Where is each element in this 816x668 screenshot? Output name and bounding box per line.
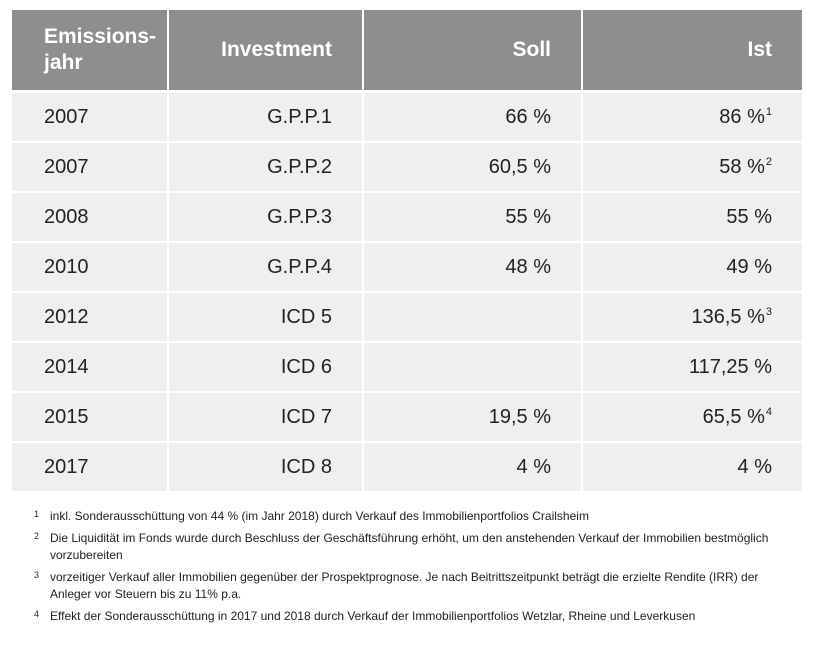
cell-soll: 60,5 %	[364, 141, 583, 191]
table-row: 2017 ICD 8 4 % 4 %	[12, 441, 802, 491]
cell-ist: 4 %	[583, 441, 802, 491]
table-body: 2007 G.P.P.1 66 % 86 %1 2007 G.P.P.2 60,5 % 58 …	[12, 90, 802, 491]
cell-soll-value: 66 %	[505, 105, 551, 128]
cell-soll-value: 48 %	[505, 255, 551, 278]
cell-investment-value: G.P.P.4	[267, 255, 332, 278]
cell-investment: ICD 8	[169, 441, 364, 491]
cell-ist-value: 55 %	[726, 205, 772, 228]
table-row: 2008 G.P.P.3 55 % 55 %	[12, 191, 802, 241]
cell-year-value: 2012	[44, 305, 89, 328]
footnote-item: 2 Die Liquidität im Fonds wurde durch Bes…	[34, 530, 794, 564]
emissions-table: Emissions- jahr Investment Soll Ist 2007…	[12, 10, 802, 491]
table-row: 2007 G.P.P.2 60,5 % 58 %2	[12, 141, 802, 191]
cell-year-value: 2015	[44, 405, 89, 428]
footnote-text: inkl. Sonderausschüttung von 44 % (im Ja…	[50, 509, 589, 523]
cell-year: 2012	[12, 291, 169, 341]
cell-investment-value: ICD 6	[280, 355, 332, 378]
footnote-item: 1 inkl. Sonderausschüttung von 44 % (im J…	[34, 508, 794, 525]
cell-ist: 86 %1	[583, 90, 802, 141]
footnote-item: 3 vorzeitiger Verkauf aller Immobilien ge…	[34, 569, 794, 603]
footnote-text: Die Liquidität im Fonds wurde durch Besc…	[50, 531, 769, 562]
cell-ist: 117,25 %	[583, 341, 802, 391]
footnote-text: vorzeitiger Verkauf aller Immobilien geg…	[50, 570, 759, 601]
cell-year-value: 2007	[44, 105, 89, 128]
table-row: 2007 G.P.P.1 66 % 86 %1	[12, 90, 802, 141]
cell-ist: 58 %2	[583, 141, 802, 191]
cell-year: 2010	[12, 241, 169, 291]
footnote-number: 1	[34, 509, 40, 519]
cell-soll-value: 19,5 %	[488, 405, 551, 428]
cell-ist: 49 %	[583, 241, 802, 291]
footnote-item: 4 Effekt der Sonderausschüttung in 2017 u…	[34, 608, 794, 625]
footnote-number: 4	[34, 609, 40, 619]
header-investment: Investment	[169, 10, 364, 90]
cell-soll-value: 4 %	[516, 455, 551, 478]
cell-ist-value: 86 %	[719, 105, 765, 128]
cell-investment: ICD 6	[169, 341, 364, 391]
cell-investment-value: G.P.P.3	[267, 205, 332, 228]
cell-year-value: 2007	[44, 155, 89, 178]
header-year: Emissions- jahr	[12, 10, 169, 90]
table-row: 2014 ICD 6 117,25 %	[12, 341, 802, 391]
cell-investment-value: G.P.P.1	[267, 105, 332, 128]
header-soll: Soll	[364, 10, 583, 90]
footnote-number: 3	[34, 570, 40, 580]
header-year-line2: jahr	[44, 51, 83, 74]
cell-soll	[364, 341, 583, 391]
cell-ist-value: 4 %	[737, 455, 772, 478]
cell-ist-value: 136,5 %	[691, 305, 765, 328]
footnotes: 1 inkl. Sonderausschüttung von 44 % (im J…	[34, 508, 794, 630]
cell-soll: 19,5 %	[364, 391, 583, 441]
emissions-table-container: Emissions- jahr Investment Soll Ist 2007…	[12, 10, 802, 491]
cell-ist: 65,5 %4	[583, 391, 802, 441]
cell-investment-value: ICD 5	[280, 305, 332, 328]
footnote-marker: 2	[765, 155, 772, 168]
cell-ist-value: 117,25 %	[688, 355, 772, 378]
header-ist: Ist	[583, 10, 802, 90]
cell-investment: ICD 7	[169, 391, 364, 441]
cell-year: 2015	[12, 391, 169, 441]
cell-soll: 4 %	[364, 441, 583, 491]
cell-year-value: 2014	[44, 355, 89, 378]
cell-year: 2007	[12, 90, 169, 141]
cell-investment-value: ICD 8	[280, 455, 332, 478]
cell-year-value: 2017	[44, 455, 89, 478]
cell-year-value: 2010	[44, 255, 89, 278]
cell-ist-value: 58 %	[719, 155, 765, 178]
cell-soll: 48 %	[364, 241, 583, 291]
table-row: 2012 ICD 5 136,5 %3	[12, 291, 802, 341]
cell-investment-value: ICD 7	[280, 405, 332, 428]
cell-year: 2007	[12, 141, 169, 191]
cell-year: 2008	[12, 191, 169, 241]
cell-year: 2017	[12, 441, 169, 491]
cell-ist: 136,5 %3	[583, 291, 802, 341]
table-row: 2010 G.P.P.4 48 % 49 %	[12, 241, 802, 291]
cell-investment: G.P.P.3	[169, 191, 364, 241]
cell-investment: G.P.P.1	[169, 90, 364, 141]
cell-soll: 66 %	[364, 90, 583, 141]
footnote-marker: 4	[765, 405, 772, 418]
footnote-marker: 3	[765, 305, 772, 318]
cell-soll: 55 %	[364, 191, 583, 241]
cell-investment: G.P.P.4	[169, 241, 364, 291]
cell-ist-value: 49 %	[726, 255, 772, 278]
cell-soll-value: 60,5 %	[488, 155, 551, 178]
header-year-line1: Emissions-	[44, 25, 157, 48]
cell-ist: 55 %	[583, 191, 802, 241]
cell-investment: ICD 5	[169, 291, 364, 341]
cell-soll	[364, 291, 583, 341]
cell-investment-value: G.P.P.2	[267, 155, 332, 178]
cell-ist-value: 65,5 %	[702, 405, 765, 428]
footnote-marker: 1	[765, 105, 772, 118]
table-header-row: Emissions- jahr Investment Soll Ist	[12, 10, 802, 90]
table-row: 2015 ICD 7 19,5 % 65,5 %4	[12, 391, 802, 441]
cell-investment: G.P.P.2	[169, 141, 364, 191]
footnote-text: Effekt der Sonderausschüttung in 2017 un…	[50, 609, 696, 623]
cell-soll-value: 55 %	[505, 205, 551, 228]
cell-year: 2014	[12, 341, 169, 391]
cell-year-value: 2008	[44, 205, 89, 228]
footnote-number: 2	[34, 531, 40, 541]
